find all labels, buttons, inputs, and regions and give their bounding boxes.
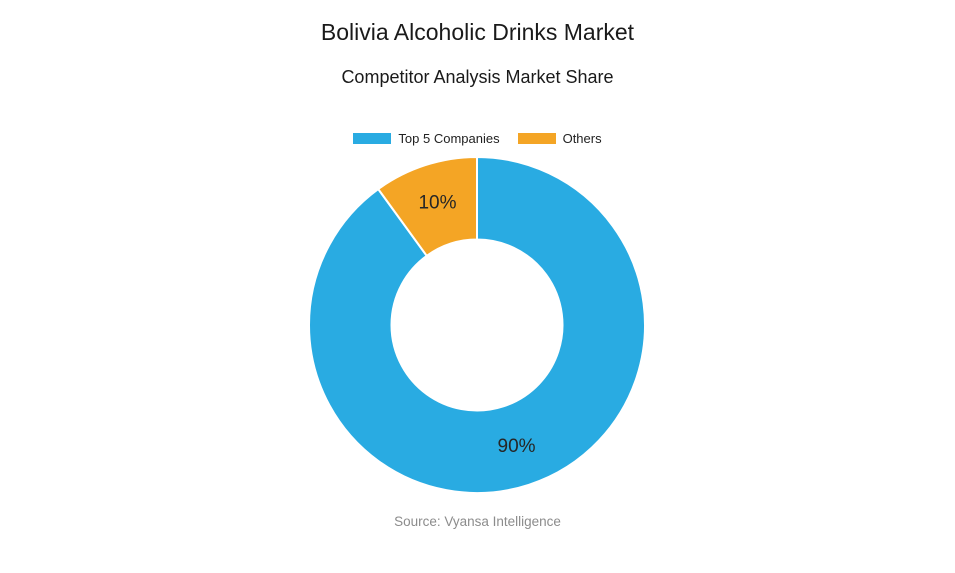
svg-text:10%: 10% [418,192,456,213]
svg-text:90%: 90% [498,436,536,457]
